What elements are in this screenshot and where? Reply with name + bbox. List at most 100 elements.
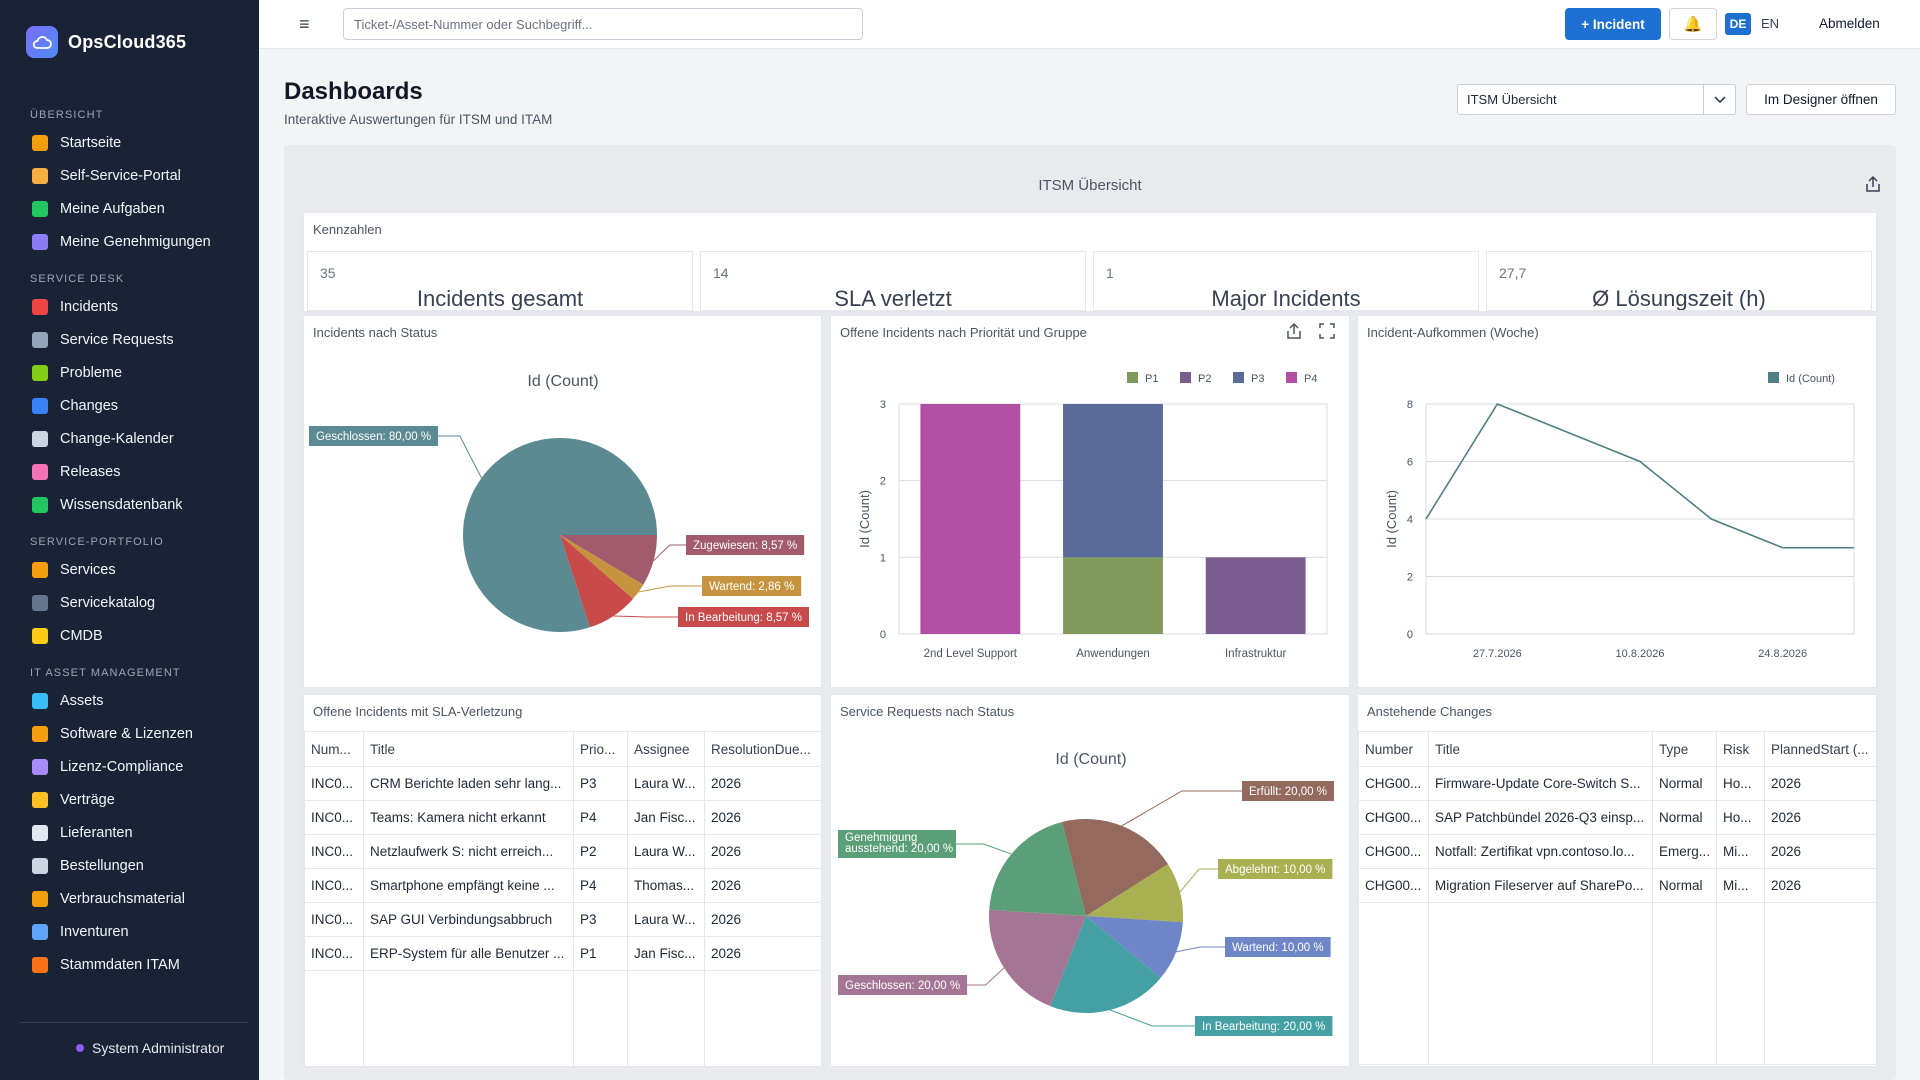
pie-slice[interactable] — [560, 535, 634, 628]
sidebar-item-changes[interactable]: Changes — [0, 389, 259, 422]
table-cell: Emerg... — [1652, 834, 1717, 869]
table-row[interactable]: INC0... ERP-System für alle Benutzer ... P… — [304, 936, 821, 971]
new-incident-button[interactable]: + Incident — [1565, 8, 1661, 40]
share-icon[interactable] — [1864, 175, 1882, 198]
column-header[interactable]: Title — [363, 731, 574, 767]
sidebar-item-verbrauchsmaterial[interactable]: Verbrauchsmaterial — [0, 882, 259, 915]
upcoming-changes-table: Number Title Type Risk PlannedStart (... CHG… — [1358, 731, 1876, 1065]
table-row[interactable]: INC0... Teams: Kamera nicht erkannt P4 Jan … — [304, 800, 821, 835]
dashboard-select-value: ITSM Übersicht — [1467, 92, 1557, 107]
column-header[interactable]: Num... — [304, 731, 364, 767]
language-en-button[interactable]: EN — [1761, 16, 1780, 31]
sidebar-item-services[interactable]: Services — [0, 553, 259, 586]
table-row[interactable]: INC0... SAP GUI Verbindungsabbruch P3 Laura… — [304, 902, 821, 937]
open-designer-button[interactable]: Im Designer öffnen — [1746, 84, 1896, 115]
kpi-card[interactable]: 14 SLA verletzt — [700, 251, 1086, 311]
column-header[interactable]: Type — [1652, 731, 1717, 767]
table-cell: 2026 — [704, 834, 821, 869]
incidents-status-pie-chart: Id (Count) Geschlossen: 80,00 % Zugewiesen… — [309, 373, 809, 632]
column-header[interactable]: Prio... — [573, 731, 628, 767]
sidebar-item-inventuren[interactable]: Inventuren — [0, 915, 259, 948]
menu-toggle-icon[interactable]: ≡ — [299, 14, 310, 34]
notifications-button[interactable]: 🔔 — [1669, 8, 1717, 40]
sidebar-item-bestellungen[interactable]: Bestellungen — [0, 849, 259, 882]
line-series[interactable] — [1425, 403, 1854, 549]
pie-slice[interactable] — [1050, 916, 1161, 1013]
table-cell: INC0... — [304, 868, 364, 903]
sidebar-item-label: CMDB — [60, 627, 103, 644]
contract-icon — [32, 791, 48, 808]
logout-button[interactable]: Abmelden — [1819, 16, 1880, 31]
user-menu[interactable]: System Administrator — [76, 1040, 224, 1056]
sidebar-item-wissensdatenbank[interactable]: Wissensdatenbank — [0, 488, 259, 521]
table-cell: Jan Fisc... — [627, 800, 705, 835]
column-header[interactable]: Risk — [1716, 731, 1765, 767]
pie-slice[interactable] — [1086, 864, 1183, 923]
kpi-card[interactable]: 1 Major Incidents — [1093, 251, 1479, 311]
table-row[interactable]: CHG00... Firmware-Update Core-Switch S...… — [1358, 766, 1876, 801]
fullscreen-icon[interactable] — [1319, 323, 1335, 344]
table-cell: SAP Patchbündel 2026-Q3 einsp... — [1428, 800, 1653, 835]
sidebar-item-meine-aufgaben[interactable]: Meine Aufgaben — [0, 192, 259, 225]
pie-slice[interactable] — [560, 535, 657, 585]
x-tick-label: 2nd Level Support — [924, 648, 1018, 660]
column-header[interactable]: ResolutionDue... — [704, 731, 821, 767]
table-cell: CHG00... — [1358, 800, 1429, 835]
bar-segment[interactable] — [920, 404, 1021, 634]
language-de-button[interactable]: DE — [1725, 13, 1751, 35]
sidebar-item-lieferanten[interactable]: Lieferanten — [0, 816, 259, 849]
sidebar-nav: ÜBERSICHT Startseite Self-Service-Portal Me… — [0, 98, 259, 981]
pie-slice[interactable] — [1062, 819, 1168, 916]
search-input[interactable] — [343, 8, 863, 40]
grid-icon — [32, 956, 48, 973]
sidebar-item-stammdaten-itam[interactable]: Stammdaten ITAM — [0, 948, 259, 981]
table-row[interactable]: CHG00... Migration Fileserver auf SharePo… — [1358, 868, 1876, 903]
sidebar-item-service-requests[interactable]: Service Requests — [0, 323, 259, 356]
empty-cell — [363, 970, 574, 1066]
table-cell: Ho... — [1716, 800, 1765, 835]
sidebar-item-probleme[interactable]: Probleme — [0, 356, 259, 389]
slice-label: Erfüllt: 20,00 % — [1242, 781, 1334, 801]
pie-slice[interactable] — [989, 909, 1086, 1007]
table-row[interactable]: CHG00... Notfall: Zertifikat vpn.contoso.… — [1358, 834, 1876, 869]
sidebar-item-change-kalender[interactable]: Change-Kalender — [0, 422, 259, 455]
sidebar-item-assets[interactable]: Assets — [0, 684, 259, 717]
table-cell: INC0... — [304, 902, 364, 937]
bar-segment[interactable] — [1063, 557, 1163, 634]
y-tick-label: 3 — [880, 399, 886, 411]
table-cell: Laura W... — [627, 766, 705, 801]
sidebar-item-verträge[interactable]: Verträge — [0, 783, 259, 816]
sidebar-item-meine-genehmigungen[interactable]: Meine Genehmigungen — [0, 225, 259, 258]
pie-slice[interactable] — [560, 535, 644, 599]
sidebar-item-releases[interactable]: Releases — [0, 455, 259, 488]
kpi-card[interactable]: 27,7 Ø Lösungszeit (h) — [1486, 251, 1872, 311]
kpi-card[interactable]: 35 Incidents gesamt — [307, 251, 693, 311]
brand[interactable]: OpsCloud365 — [26, 26, 186, 58]
column-header[interactable]: Assignee — [627, 731, 705, 767]
share-icon[interactable] — [1285, 322, 1303, 345]
column-header[interactable]: Title — [1428, 731, 1653, 767]
slice-label-bg — [838, 975, 968, 995]
sidebar-item-servicekatalog[interactable]: Servicekatalog — [0, 586, 259, 619]
sidebar-item-incidents[interactable]: Incidents — [0, 290, 259, 323]
bar-segment[interactable] — [1063, 404, 1163, 558]
legend-label: P1 — [1145, 373, 1158, 385]
column-header[interactable]: PlannedStart (... — [1764, 731, 1876, 767]
calendar-icon — [32, 430, 48, 447]
pie-slice[interactable] — [989, 822, 1086, 916]
table-row[interactable]: INC0... Netzlaufwerk S: nicht erreich... P… — [304, 834, 821, 869]
table-row[interactable]: CHG00... SAP Patchbündel 2026-Q3 einsp...… — [1358, 800, 1876, 835]
bar-segment[interactable] — [1205, 557, 1306, 634]
sidebar-item-cmdb[interactable]: CMDB — [0, 619, 259, 652]
column-header[interactable]: Number — [1358, 731, 1429, 767]
sidebar-item-self-service-portal[interactable]: Self-Service-Portal — [0, 159, 259, 192]
sidebar-item-label: Lizenz-Compliance — [60, 758, 184, 775]
sidebar-item-software-lizenzen[interactable]: Software & Lizenzen — [0, 717, 259, 750]
pie-slice[interactable] — [462, 437, 657, 632]
table-row[interactable]: INC0... Smartphone empfängt keine ... P4 Th… — [304, 868, 821, 903]
dashboard-select[interactable]: ITSM Übersicht — [1457, 84, 1736, 115]
sidebar-item-lizenz-compliance[interactable]: Lizenz-Compliance — [0, 750, 259, 783]
sidebar-item-startseite[interactable]: Startseite — [0, 126, 259, 159]
pie-slice[interactable] — [1086, 916, 1183, 978]
table-row[interactable]: INC0... CRM Berichte laden sehr lang... P3… — [304, 766, 821, 801]
